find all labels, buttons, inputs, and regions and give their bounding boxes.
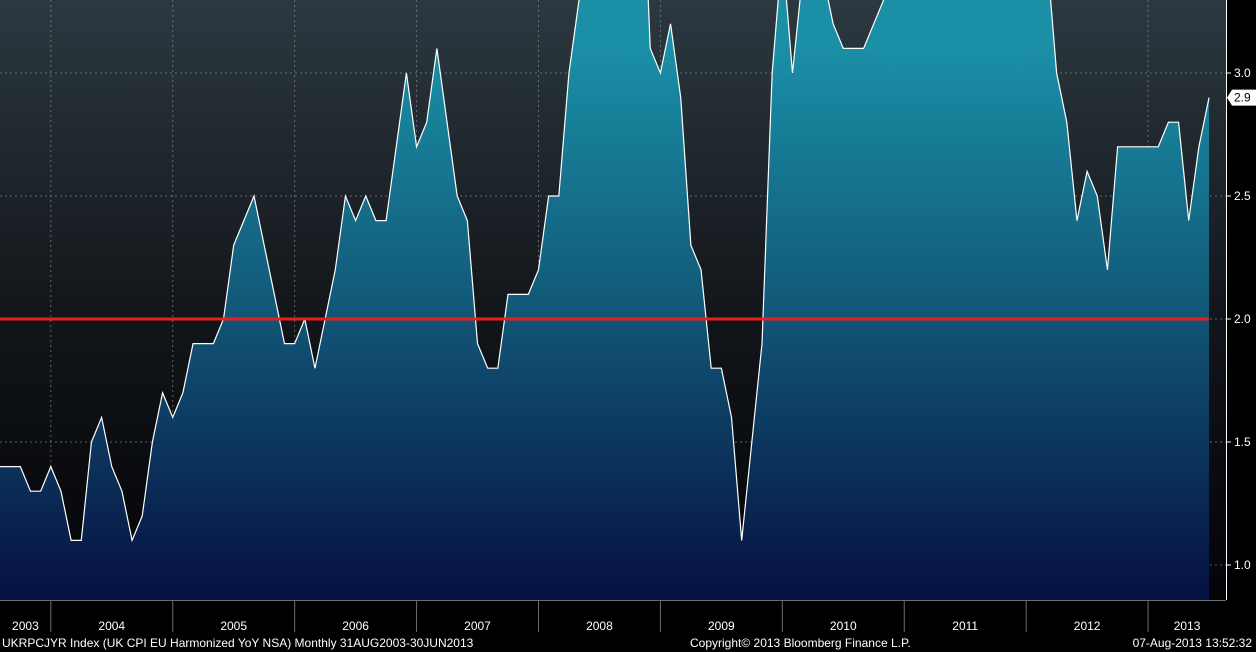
- y-tick-label: 2.0: [1234, 312, 1251, 326]
- last-value-badge: 2.9: [1227, 89, 1256, 106]
- series-area: [0, 0, 1210, 600]
- x-tick-label: 2006: [342, 619, 369, 633]
- footer-copyright: Copyright© 2013 Bloomberg Finance L.P.: [690, 636, 911, 650]
- y-tick-label: 1.0: [1234, 558, 1251, 572]
- last-value-badge-shape: [1227, 89, 1256, 106]
- x-tick-label: 2003: [12, 619, 39, 633]
- x-tick-label: 2009: [708, 619, 735, 633]
- x-tick-label: 2005: [220, 619, 247, 633]
- last-value-label: 2.9: [1234, 91, 1251, 105]
- series-area-fill: [0, 0, 1210, 600]
- x-tick-label: 2012: [1074, 619, 1101, 633]
- y-tick-label: 3.0: [1234, 66, 1251, 80]
- footer-timestamp: 07-Aug-2013 13:52:32: [1132, 636, 1252, 650]
- x-tick-label: 2013: [1174, 619, 1201, 633]
- x-tick-label: 2004: [98, 619, 125, 633]
- x-tick-label: 2011: [952, 619, 978, 633]
- series-line: [0, 0, 1210, 543]
- tick-labels: 1.01.52.02.53.03.54.04.55.05.52003200420…: [12, 66, 1256, 633]
- y-tick-label: 1.5: [1234, 435, 1251, 449]
- x-tick-label: 2007: [464, 619, 491, 633]
- y-tick-label: 2.5: [1234, 189, 1251, 203]
- x-tick-label: 2010: [830, 619, 857, 633]
- footer-ticker-description: UKRPCJYR Index (UK CPI EU Harmonized YoY…: [2, 636, 474, 650]
- axes: [0, 0, 1231, 632]
- x-tick-label: 2008: [586, 619, 613, 633]
